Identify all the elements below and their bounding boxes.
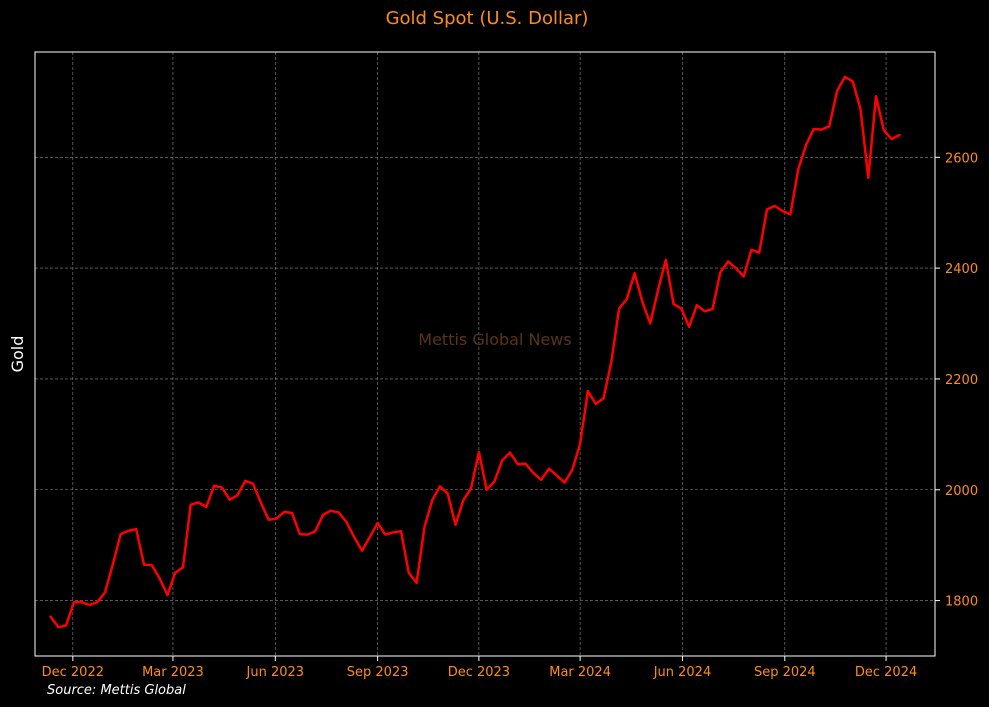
plot-frame	[34, 51, 936, 657]
x-tick-label: Sep 2024	[754, 665, 816, 680]
y-tick-label: 2400	[945, 262, 978, 277]
x-tick-label: Mar 2024	[549, 665, 611, 680]
source-note: Source: Mettis Global	[47, 683, 186, 698]
x-axis-ticks: Dec 2022 Mar 2023 Jun 2023 Sep 2023 Dec 2023…	[42, 656, 917, 680]
gold-price-line	[49, 75, 901, 629]
y-tick-label: 1800	[945, 595, 978, 610]
x-tick-label: Dec 2024	[855, 665, 917, 680]
x-tick-label: Dec 2022	[42, 665, 104, 680]
y-tick-label: 2600	[945, 151, 978, 166]
x-tick-label: Dec 2023	[448, 665, 510, 680]
watermark-text: Mettis Global News	[418, 330, 571, 349]
chart-title: Gold Spot (U.S. Dollar)	[386, 8, 589, 29]
x-tick-label: Sep 2023	[347, 665, 409, 680]
y-axis-label: Gold	[8, 336, 27, 373]
plot-area	[35, 52, 935, 656]
x-tick-label: Jun 2024	[653, 665, 712, 680]
y-tick-label: 2200	[945, 373, 978, 388]
y-tick-label: 2000	[945, 484, 978, 499]
x-tick-label: Jun 2023	[246, 665, 305, 680]
y-axis-ticks: 1800 2000 2200 2400 2600	[935, 151, 978, 610]
x-tick-label: Mar 2023	[142, 665, 204, 680]
grid-lines	[35, 52, 935, 656]
